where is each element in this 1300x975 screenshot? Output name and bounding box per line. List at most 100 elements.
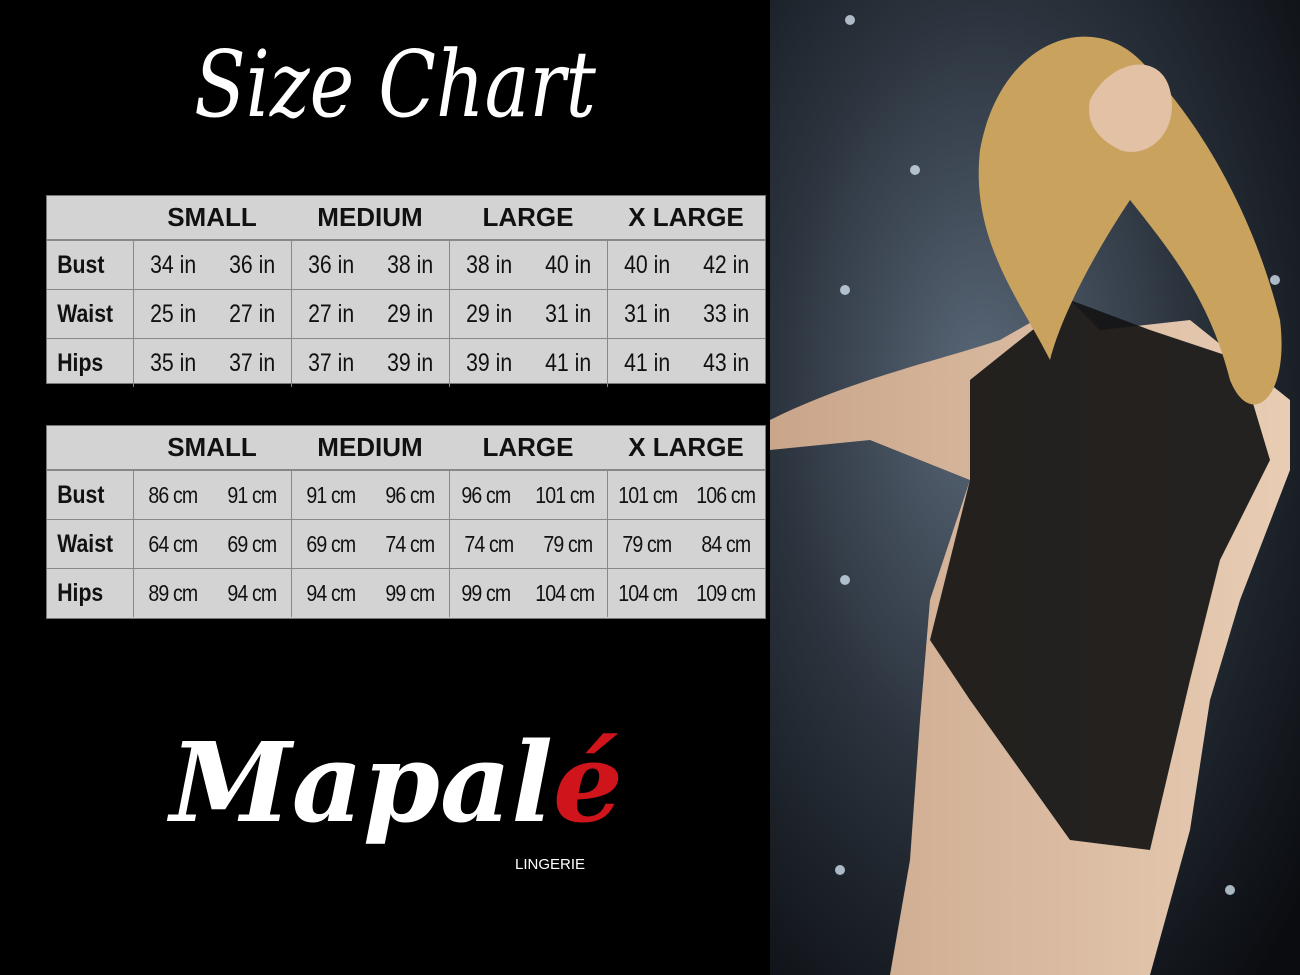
range-max: 42 in (702, 250, 749, 279)
range-max: 43 in (702, 348, 749, 377)
range-max: 74 cm (385, 530, 435, 557)
size-table-cm: SMALL MEDIUM LARGE X LARGE Bust 86 cm 91 cm 91 … (46, 425, 766, 619)
range-min: 38 in (466, 250, 513, 279)
range-min: 89 cm (148, 579, 199, 606)
range-max: 33 in (702, 299, 749, 328)
range-max: 94 cm (227, 579, 277, 606)
range-min: 40 in (624, 250, 671, 279)
size-header: SMALL (167, 432, 257, 462)
size-range-cell: 86 cm 91 cm (133, 471, 291, 519)
range-min: 37 in (308, 348, 355, 377)
size-range-cell: 89 cm 94 cm (133, 569, 291, 617)
range-min: 79 cm (622, 530, 673, 557)
range-max: 41 in (544, 348, 591, 377)
range-max: 31 in (544, 299, 591, 328)
table-row: Waist 25 in 27 in 27 in 29 in 29 in 31 in 31 in… (47, 290, 765, 339)
size-range-cell: 79 cm 84 cm (607, 520, 765, 568)
measure-label: Hips (57, 348, 104, 377)
range-max: 106 cm (696, 481, 756, 508)
range-min: 31 in (624, 299, 671, 328)
size-range-cell: 25 in 27 in (133, 290, 291, 338)
range-min: 96 cm (461, 481, 512, 508)
size-range-cell: 29 in 31 in (449, 290, 607, 338)
range-max: 38 in (386, 250, 433, 279)
range-min: 86 cm (148, 481, 199, 508)
range-min: 35 in (150, 348, 197, 377)
size-range-cell: 38 in 40 in (449, 241, 607, 289)
table-header: SMALL MEDIUM LARGE X LARGE (47, 426, 765, 471)
table-row: Bust 86 cm 91 cm 91 cm 96 cm 96 cm 101 cm 101 c… (47, 471, 765, 520)
range-max: 104 cm (535, 579, 595, 606)
size-range-cell: 40 in 42 in (607, 241, 765, 289)
measure-label: Hips (57, 578, 104, 607)
range-max: 39 in (386, 348, 433, 377)
size-header: X LARGE (628, 432, 744, 462)
model-photo (770, 0, 1300, 975)
brand-logo: Mapalé (170, 720, 623, 845)
range-min: 36 in (308, 250, 355, 279)
size-range-cell: 74 cm 79 cm (449, 520, 607, 568)
range-min: 41 in (624, 348, 671, 377)
range-max: 79 cm (543, 530, 593, 557)
range-max: 101 cm (535, 481, 595, 508)
size-range-cell: 69 cm 74 cm (291, 520, 449, 568)
size-range-cell: 37 in 39 in (291, 339, 449, 387)
logo-accent: é (553, 718, 624, 847)
size-table-inches: SMALL MEDIUM LARGE X LARGE Bust 34 in 36 in 36 … (46, 195, 766, 387)
range-max: 109 cm (696, 579, 756, 606)
range-min: 29 in (466, 299, 513, 328)
range-min: 39 in (466, 348, 513, 377)
size-range-cell: 41 in 43 in (607, 339, 765, 387)
range-max: 40 in (544, 250, 591, 279)
size-range-cell: 104 cm 109 cm (607, 569, 765, 617)
logo-tagline: LINGERIE (515, 856, 586, 873)
size-range-cell: 94 cm 99 cm (291, 569, 449, 617)
size-range-cell: 39 in 41 in (449, 339, 607, 387)
range-max: 29 in (386, 299, 433, 328)
range-max: 36 in (228, 250, 275, 279)
measure-label: Bust (57, 480, 105, 509)
page-title: Size Chart (194, 31, 596, 138)
range-max: 37 in (228, 348, 275, 377)
range-min: 25 in (150, 299, 197, 328)
range-min: 104 cm (617, 579, 678, 606)
range-min: 94 cm (306, 579, 357, 606)
range-min: 27 in (308, 299, 355, 328)
range-max: 96 cm (385, 481, 435, 508)
range-min: 64 cm (148, 530, 199, 557)
table-row: Hips 89 cm 94 cm 94 cm 99 cm 99 cm 104 cm 104 c… (47, 569, 765, 617)
table-row: Hips 35 in 37 in 37 in 39 in 39 in 41 in 41 in 4… (47, 339, 765, 387)
size-header: X LARGE (628, 202, 744, 232)
range-max: 91 cm (227, 481, 277, 508)
range-max: 99 cm (385, 579, 435, 606)
size-range-cell: 101 cm 106 cm (607, 471, 765, 519)
table-row: Bust 34 in 36 in 36 in 38 in 38 in 40 in 40 in 4… (47, 241, 765, 290)
range-max: 69 cm (227, 530, 277, 557)
size-range-cell: 35 in 37 in (133, 339, 291, 387)
size-header: LARGE (482, 432, 574, 462)
size-header: LARGE (482, 202, 574, 232)
table-row: Waist 64 cm 69 cm 69 cm 74 cm 74 cm 79 cm 79 cm… (47, 520, 765, 569)
size-range-cell: 99 cm 104 cm (449, 569, 607, 617)
range-min: 91 cm (306, 481, 357, 508)
size-range-cell: 31 in 33 in (607, 290, 765, 338)
range-min: 101 cm (617, 481, 678, 508)
measure-label: Waist (57, 529, 114, 558)
logo-text: Mapal (170, 718, 554, 847)
range-min: 74 cm (464, 530, 515, 557)
size-range-cell: 96 cm 101 cm (449, 471, 607, 519)
range-min: 69 cm (306, 530, 357, 557)
size-range-cell: 64 cm 69 cm (133, 520, 291, 568)
range-max: 27 in (228, 299, 275, 328)
size-header: MEDIUM (317, 202, 423, 232)
measure-label: Bust (57, 250, 105, 279)
size-range-cell: 27 in 29 in (291, 290, 449, 338)
size-range-cell: 34 in 36 in (133, 241, 291, 289)
measure-label: Waist (57, 299, 114, 328)
range-max: 84 cm (701, 530, 751, 557)
table-header: SMALL MEDIUM LARGE X LARGE (47, 196, 765, 241)
size-header: SMALL (167, 202, 257, 232)
range-min: 34 in (150, 250, 197, 279)
size-header: MEDIUM (317, 432, 423, 462)
size-range-cell: 36 in 38 in (291, 241, 449, 289)
